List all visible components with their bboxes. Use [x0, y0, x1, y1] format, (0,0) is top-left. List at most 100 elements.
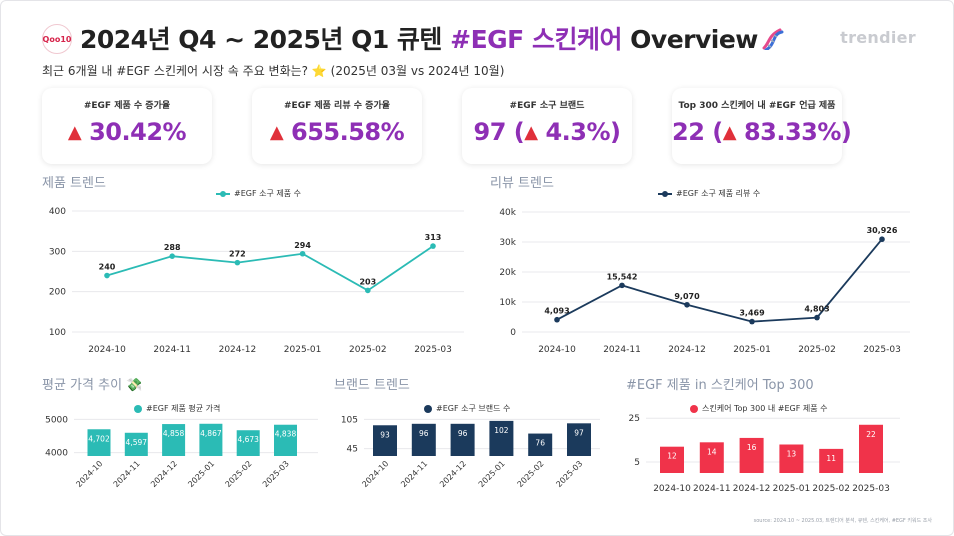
- data-label: 16: [747, 443, 757, 452]
- up-triangle-icon: ▲: [269, 122, 284, 143]
- x-tick-label: 2024-10: [88, 345, 126, 355]
- data-label: 97: [574, 428, 584, 437]
- price-trend-chart: 4000 5000 4,702 4,597 4,858 4,867 4,673 4,838 20…: [45, 415, 318, 489]
- data-label: 294: [294, 241, 311, 250]
- y-tick-label: 25: [629, 414, 640, 424]
- legend-product-trend: #EGF 소구 제품 수: [216, 188, 301, 199]
- y-tick-label: 45: [347, 445, 358, 455]
- data-point: [299, 250, 306, 257]
- page-title: 2024년 Q4 ~ 2025년 Q1 큐텐 #EGF 스킨케어 Overvie…: [80, 20, 784, 56]
- trendier-logo: trendier: [840, 28, 916, 47]
- x-tick-label: 2025-03: [554, 459, 584, 489]
- x-tick-label: 2024-10: [74, 459, 104, 489]
- data-label: 14: [707, 447, 717, 456]
- bar: [528, 433, 553, 456]
- data-label: 240: [99, 263, 116, 272]
- data-point: [619, 282, 625, 289]
- bar: [859, 424, 883, 473]
- data-label: 93: [380, 430, 390, 439]
- data-label: 272: [229, 250, 246, 259]
- x-tick-label: 2025-02: [516, 459, 546, 489]
- data-point: [234, 259, 241, 266]
- bar: [87, 429, 111, 456]
- x-tick-label: 2024-10: [538, 345, 576, 355]
- bar: [450, 423, 475, 456]
- data-point: [169, 253, 175, 259]
- dna-icon: [762, 28, 784, 50]
- data-label: 12: [667, 452, 677, 461]
- bar: [236, 430, 260, 456]
- x-tick-label: 2024-12: [149, 459, 179, 489]
- data-point: [430, 243, 436, 249]
- section-title-review-trend: 리뷰 트렌드: [490, 176, 554, 191]
- review-trend-chart: 0 10k 20k 30k 40k 2024-10 2024-11 2024-12 2025-0…: [499, 208, 910, 355]
- kpi-card-review-growth: #EGF 제품 리뷰 수 증가율 ▲ 655.58%: [252, 88, 422, 164]
- y-tick-label: 300: [49, 247, 66, 257]
- star-icon: ⭐: [311, 64, 327, 78]
- y-tick-label: 5: [634, 458, 640, 468]
- data-point: [365, 287, 371, 294]
- data-label: 4,093: [544, 307, 569, 316]
- data-label: 4,858: [163, 429, 185, 438]
- money-icon: 💸: [126, 378, 143, 393]
- legend-price-trend: #EGF 제품 평균 가격: [134, 403, 220, 414]
- bar: [489, 420, 514, 456]
- data-label: 3,469: [739, 309, 765, 318]
- y-tick-label: 0: [510, 328, 516, 338]
- kpi-card-top300: Top 300 스킨케어 내 #EGF 언급 제품 22 (▲ 83.33%): [672, 88, 852, 164]
- legend-swatch: [424, 404, 432, 413]
- bar: [660, 446, 684, 473]
- bar: [699, 442, 724, 473]
- bar: [411, 423, 436, 456]
- x-tick-label: 2024-11: [693, 484, 731, 494]
- x-tick-label: 2024-11: [399, 459, 429, 489]
- brand-trend-chart: 45 105 93 96 96 102 76 97 2024-10 2024-11 2024-12 2…: [341, 415, 600, 489]
- series-line: [556, 238, 883, 323]
- x-tick-label: 2025-01: [284, 345, 322, 355]
- x-tick-label: 2025-01: [186, 459, 216, 489]
- bar: [779, 444, 804, 473]
- data-label: 30,926: [867, 226, 898, 235]
- bar: [819, 448, 844, 473]
- data-label: 22: [866, 430, 876, 439]
- section-title-price-trend: 평균 가격 추이 💸: [42, 378, 143, 393]
- y-tick-label: 10k: [499, 298, 516, 308]
- data-label: 4,803: [804, 305, 829, 314]
- x-tick-label: 2024-12: [668, 345, 706, 355]
- data-label: 203: [359, 277, 376, 286]
- data-label: 4,702: [88, 434, 110, 443]
- x-tick-label: 2024-10: [360, 459, 390, 489]
- x-tick-label: 2024-12: [438, 459, 468, 489]
- x-tick-label: 2025-02: [349, 345, 387, 355]
- legend-swatch: [658, 190, 672, 197]
- x-tick-label: 2024-10: [653, 484, 691, 494]
- bar: [124, 432, 148, 456]
- y-tick-label: 30k: [499, 238, 516, 248]
- data-point: [749, 318, 755, 325]
- data-label: 15,542: [607, 272, 638, 281]
- legend-brand-trend: #EGF 소구 브랜드 수: [424, 403, 510, 414]
- x-tick-label: 2024-12: [733, 484, 771, 494]
- data-point: [684, 301, 690, 308]
- data-label: 4,838: [275, 430, 297, 439]
- data-point: [104, 272, 110, 279]
- section-title-top300: #EGF 제품 in 스킨케어 Top 300: [626, 378, 814, 393]
- series-line: [106, 245, 434, 292]
- y-tick-label: 100: [49, 328, 66, 338]
- page-subtitle: 최근 6개월 내 #EGF 스킨케어 시장 속 주요 변화는? ⭐ (2025년…: [42, 64, 505, 78]
- bar: [567, 423, 591, 456]
- data-label: 96: [458, 429, 468, 438]
- up-triangle-icon: ▲: [524, 122, 538, 143]
- data-label: 96: [419, 429, 429, 438]
- x-tick-label: 2025-03: [852, 484, 890, 494]
- y-tick-label: 400: [49, 207, 66, 217]
- bar: [199, 423, 223, 456]
- data-label: 76: [535, 439, 545, 448]
- kpi-card-brands: #EGF 소구 브랜드 97 (▲ 4.3%): [462, 88, 632, 164]
- data-point: [554, 316, 560, 323]
- legend-top300: 스킨케어 Top 300 내 #EGF 제품 수: [690, 403, 827, 414]
- bar: [162, 424, 186, 456]
- data-label: 313: [425, 233, 442, 242]
- y-tick-label: 4000: [45, 449, 68, 459]
